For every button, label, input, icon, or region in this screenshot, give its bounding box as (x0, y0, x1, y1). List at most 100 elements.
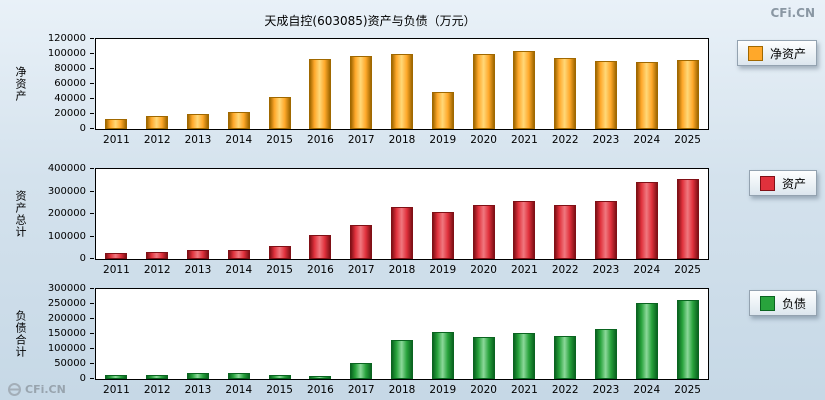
chart-total-assets: 资产总计 0 100000 200000 300000 400000 2011 2012 2… (0, 163, 825, 280)
bar-2020 (472, 204, 495, 259)
y-tick-mark (90, 303, 94, 304)
y-tick-mark (90, 68, 94, 69)
y-axis-title: 净资产 (14, 66, 27, 102)
y-tick-mark (90, 318, 94, 319)
x-tick-label: 2013 (184, 134, 212, 146)
x-tick-label: 2015 (266, 134, 293, 146)
y-tick-label: 60000 (54, 78, 86, 89)
y-tick-label: 100000 (47, 48, 86, 59)
chart-net-assets: 净资产 0 20000 40000 60000 80000 100000 120000 20… (0, 33, 825, 150)
chart-total-liabilities: 负债合计 0 50000 100000 150000 200000 250000 30000… (0, 283, 825, 400)
x-tick-label: 2023 (592, 134, 620, 146)
bar-2021 (513, 333, 536, 379)
x-axis-labels: 2011 2012 2013 2014 2015 2016 2017 2018 2019 2020… (96, 384, 708, 398)
x-tick-label: 2016 (307, 264, 334, 276)
bar-2017 (350, 55, 373, 129)
bar-2024 (635, 303, 658, 379)
bar-2022 (554, 336, 577, 379)
bar-2020 (472, 54, 495, 129)
legend: 资产 (748, 170, 817, 196)
bar-2012 (146, 375, 169, 379)
bar-2013 (187, 373, 209, 379)
y-tick-mark (90, 168, 94, 169)
bar-2019 (431, 91, 454, 129)
bar-2016 (309, 58, 332, 129)
x-axis-labels: 2011 2012 2013 2014 2015 2016 2017 2018 2019 2020… (96, 134, 708, 148)
x-tick-label: 2019 (429, 264, 457, 276)
cfi-watermark-bottom: CFi.CN (8, 383, 66, 396)
y-tick-label: 0 (79, 253, 86, 264)
x-tick-label: 2011 (103, 134, 130, 146)
y-tick-label: 50000 (54, 358, 86, 369)
legend-label: 净资产 (769, 46, 806, 61)
y-tick-mark (90, 128, 94, 129)
x-tick-label: 2014 (225, 384, 253, 396)
bar-2014 (227, 111, 250, 129)
x-tick-label: 2024 (633, 264, 661, 276)
cfi-logo-icon (8, 383, 21, 396)
x-tick-label: 2016 (307, 134, 334, 146)
y-tick-mark (90, 213, 94, 214)
y-tick-label: 200000 (47, 208, 86, 219)
x-axis-labels: 2011 2012 2013 2014 2015 2016 2017 2018 2019 2020… (96, 264, 708, 278)
x-tick-label: 2025 (674, 384, 701, 396)
bar-2020 (472, 336, 495, 379)
bar-2012 (146, 252, 169, 259)
legend-swatch (759, 175, 775, 191)
cfi-watermark-top[interactable]: CFi.CN (770, 6, 815, 20)
y-tick-label: 400000 (47, 163, 86, 174)
x-tick-label: 2018 (388, 134, 416, 146)
x-tick-label: 2012 (143, 134, 171, 146)
bar-2021 (513, 51, 536, 129)
y-axis-ticks: 0 20000 40000 60000 80000 100000 120000 (38, 33, 94, 134)
x-tick-label: 2025 (674, 134, 701, 146)
bar-2013 (187, 250, 209, 259)
bar-2011 (105, 252, 128, 259)
y-tick-mark (90, 83, 94, 84)
x-tick-label: 2015 (266, 264, 293, 276)
x-tick-label: 2024 (633, 384, 661, 396)
bar-2015 (268, 374, 291, 379)
x-tick-label: 2022 (551, 134, 579, 146)
plot-area (95, 288, 709, 380)
x-tick-label: 2011 (103, 384, 130, 396)
y-tick-mark (90, 333, 94, 334)
y-tick-mark (90, 53, 94, 54)
y-tick-label: 300000 (47, 283, 86, 294)
x-tick-label: 2021 (511, 264, 538, 276)
y-tick-mark (90, 190, 94, 192)
bar-2016 (309, 235, 332, 259)
bar-2023 (595, 328, 617, 379)
x-tick-label: 2018 (388, 384, 416, 396)
bar-2023 (595, 60, 617, 129)
x-tick-label: 2020 (470, 134, 497, 146)
y-tick-mark (90, 288, 94, 289)
y-axis-title: 资产总计 (14, 190, 27, 238)
bar-2017 (350, 363, 373, 379)
plot-area (95, 38, 709, 130)
bar-2016 (309, 375, 332, 379)
y-tick-mark (90, 113, 94, 114)
bar-2017 (350, 225, 373, 259)
x-tick-label: 2012 (143, 264, 171, 276)
x-tick-label: 2014 (225, 134, 253, 146)
y-tick-mark (90, 98, 94, 99)
x-tick-label: 2011 (103, 264, 130, 276)
x-tick-label: 2013 (184, 384, 212, 396)
legend: 净资产 (736, 40, 817, 66)
x-tick-label: 2021 (511, 134, 538, 146)
y-tick-mark (90, 348, 94, 349)
bar-2018 (391, 339, 413, 379)
y-axis-ticks: 0 100000 200000 300000 400000 (38, 163, 94, 264)
y-tick-label: 100000 (47, 343, 86, 354)
y-tick-mark (90, 258, 94, 259)
x-tick-label: 2021 (511, 384, 538, 396)
y-tick-label: 300000 (47, 185, 86, 197)
bar-2025 (676, 178, 699, 259)
x-tick-label: 2012 (143, 384, 171, 396)
legend-swatch (759, 295, 775, 311)
y-tick-label: 80000 (54, 63, 86, 74)
bar-2025 (676, 60, 699, 129)
y-axis-title: 负债合计 (14, 310, 27, 358)
